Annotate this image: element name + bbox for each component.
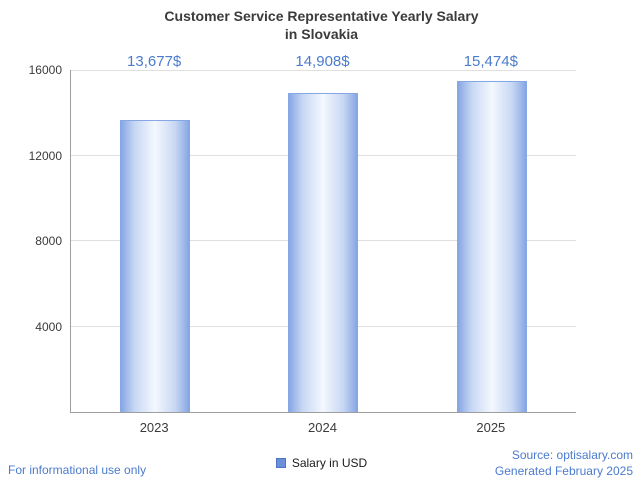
bar-column-2023 bbox=[71, 70, 239, 412]
source-link[interactable]: Source: optisalary.com bbox=[511, 448, 633, 462]
chart-legend: Salary in USD bbox=[0, 456, 643, 470]
gridline-16000 bbox=[71, 70, 576, 71]
x-axis-labels: 2023 2024 2025 bbox=[70, 420, 575, 435]
bar-value-label-2023: 13,677$ bbox=[127, 53, 182, 70]
x-tick-label-2025: 2025 bbox=[476, 420, 506, 435]
bar-value-label-2024: 14,908$ bbox=[295, 53, 350, 70]
bar-column-2024 bbox=[239, 70, 407, 412]
chart-title-line2: in Slovakia bbox=[284, 26, 359, 42]
bars-group bbox=[71, 70, 576, 412]
bar-value-label-2025: 15,474$ bbox=[463, 53, 518, 70]
bar-column-2025 bbox=[408, 70, 576, 412]
source-block: Source: optisalary.com Generated Februar… bbox=[495, 447, 633, 479]
bar-value-labels: 13,677$ 14,908$ 15,474$ bbox=[70, 53, 575, 70]
x-tick-label-2023: 2023 bbox=[139, 420, 169, 435]
generated-date: Generated February 2025 bbox=[494, 464, 633, 478]
y-tick-label-16000: 16000 bbox=[28, 63, 62, 77]
y-tick-label-4000: 4000 bbox=[35, 319, 62, 334]
chart-title-line1: Customer Service Representative Yearly S… bbox=[164, 8, 479, 24]
plot-area: 4000 8000 12000 16000 bbox=[29, 63, 576, 413]
legend-swatch-icon bbox=[275, 458, 286, 468]
disclaimer-text: For informational use only bbox=[8, 463, 147, 477]
x-tick-label-2024: 2024 bbox=[308, 420, 337, 435]
y-tick-label-12000: 12000 bbox=[28, 148, 62, 163]
bar[interactable] bbox=[120, 119, 191, 412]
bar[interactable] bbox=[288, 93, 359, 412]
chart-title: Customer Service Representative Yearly S… bbox=[0, 7, 643, 43]
legend-label: Salary in USD bbox=[291, 456, 368, 470]
bar[interactable] bbox=[456, 81, 527, 412]
y-tick-label-8000: 8000 bbox=[35, 234, 62, 248]
